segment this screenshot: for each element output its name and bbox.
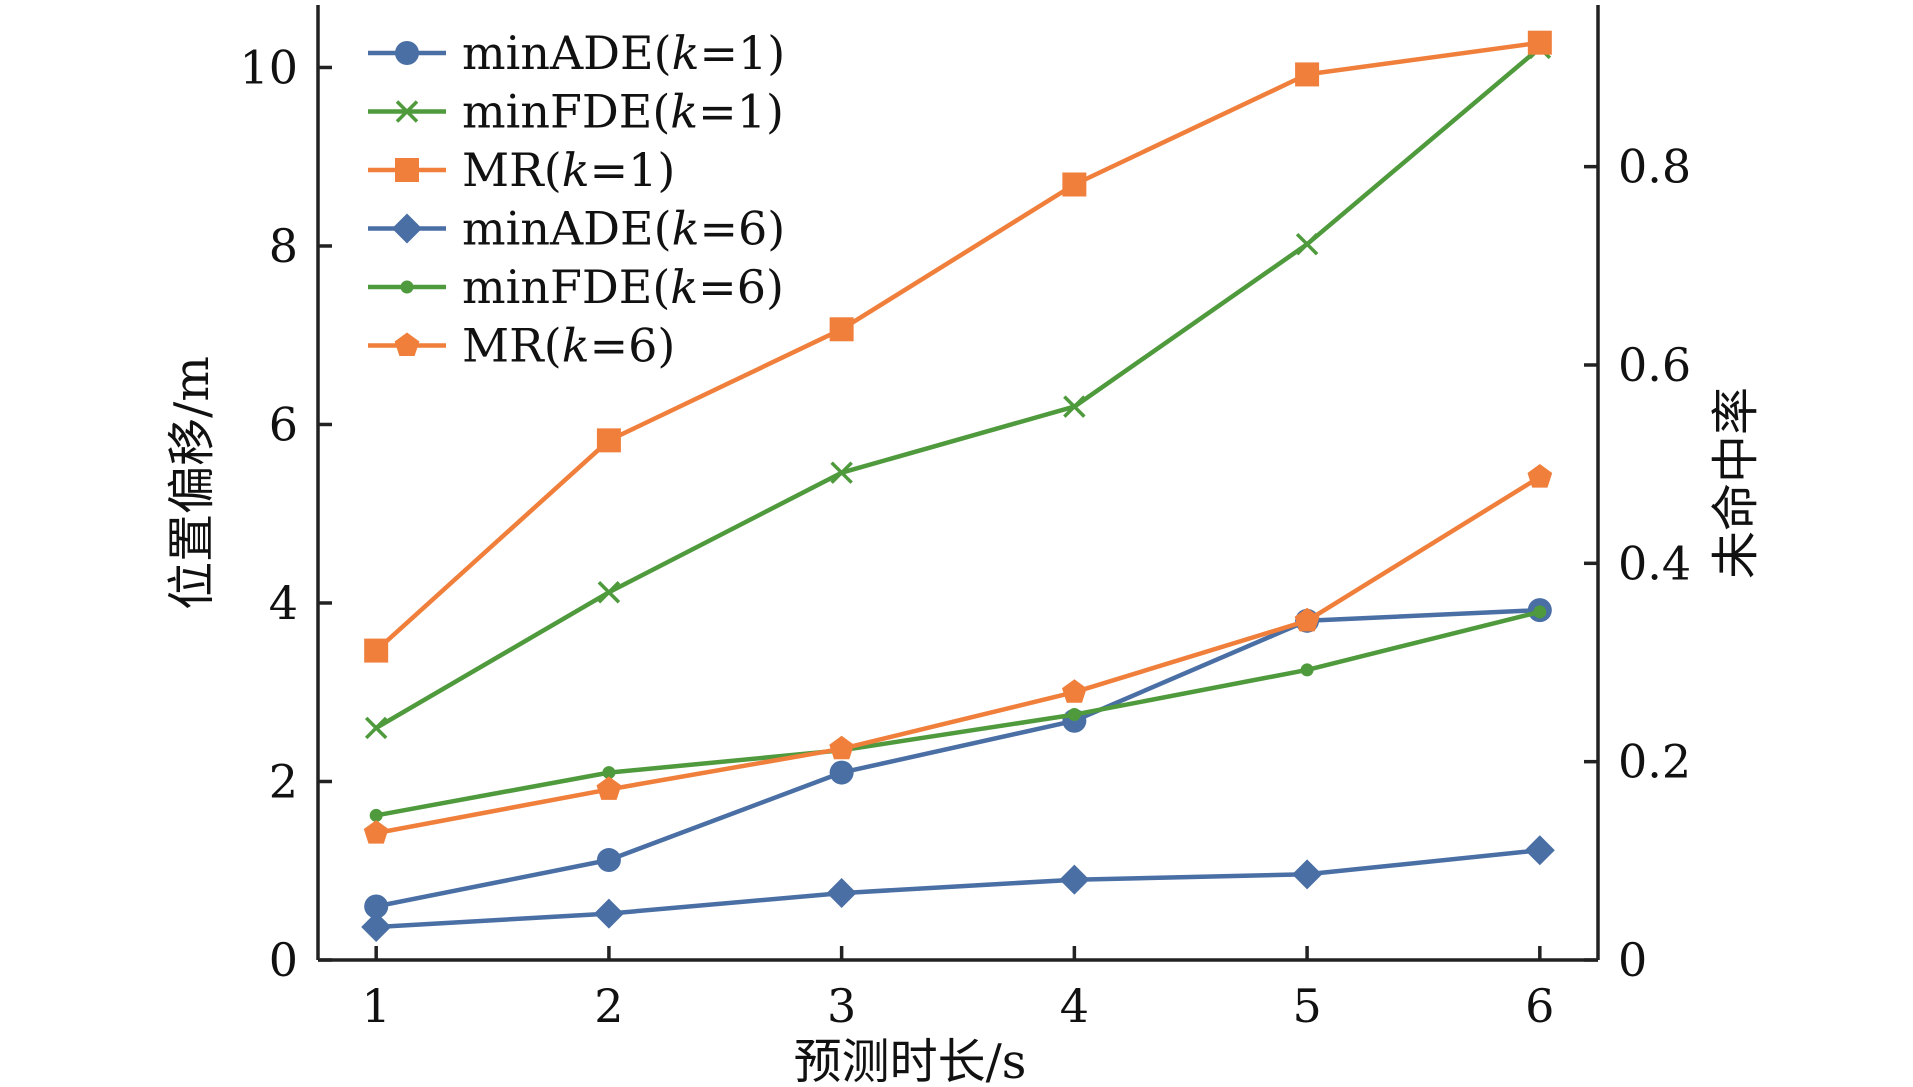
legend-label: MR(k=1): [462, 143, 675, 197]
series-line: [375, 609, 1541, 818]
data-point: [596, 848, 621, 873]
data-point: [596, 428, 621, 453]
data-point: [1059, 864, 1090, 895]
data-point: [1063, 395, 1086, 418]
y-left-tick-label: 4: [269, 576, 298, 630]
data-point: [1295, 62, 1320, 87]
legend-marker: [395, 158, 419, 182]
legend-item: MR(k=1): [368, 143, 675, 197]
data-point: [829, 317, 854, 342]
marker-stroke: [597, 581, 621, 604]
marker-stroke: [364, 716, 388, 740]
series-line: [375, 46, 1542, 730]
data-point: [826, 878, 857, 909]
y-right-tick-label: 0.8: [1618, 140, 1691, 194]
y-left-tick-label: 8: [269, 219, 298, 273]
marker-stroke: [830, 461, 853, 484]
data-point: [364, 894, 389, 919]
legend-marker: [394, 332, 420, 356]
series-3: [364, 30, 1552, 663]
data-point: [602, 766, 616, 780]
data-point: [1292, 859, 1323, 890]
data-point: [829, 735, 854, 760]
series-line: [375, 607, 1540, 909]
marker-stroke: [395, 100, 419, 123]
y-right-tick-label: 0.4: [1618, 536, 1691, 590]
y-right-tick-label: 0.2: [1618, 735, 1691, 789]
data-point: [596, 776, 622, 800]
legend-item: MR(k=6): [368, 319, 675, 373]
legend-label: minFDE(k=6): [462, 260, 784, 314]
y-left-tick-label: 0: [269, 933, 298, 987]
axes-group: 1 2 3 4 5 6 0 2 4 6 8 10 0 0.2 0.4 0.6 0.8: [239, 5, 1691, 1033]
data-point: [364, 638, 389, 663]
x-tick-label: 2: [594, 979, 623, 1033]
legend-item: minADE(k=1): [368, 26, 785, 80]
x-tick-label: 5: [1292, 979, 1321, 1033]
legend-label: minADE(k=6): [462, 202, 785, 256]
x-tick-label: 3: [827, 979, 856, 1033]
data-point: [829, 760, 854, 785]
series-1: [364, 598, 1552, 919]
y-right-tick-label: 0: [1618, 933, 1647, 987]
marker-stroke: [1295, 232, 1319, 256]
data-point: [593, 898, 624, 929]
y-left-tick-label: 10: [239, 40, 298, 94]
x-axis-title: 预测时长/s: [794, 1034, 1027, 1087]
data-point: [1524, 835, 1555, 866]
legend-label: MR(k=6): [462, 319, 675, 373]
data-point: [364, 716, 388, 740]
data-point: [1527, 30, 1552, 55]
y-left-tick-label: 6: [269, 397, 298, 451]
data-point: [1527, 464, 1553, 488]
data-point: [363, 820, 389, 844]
x-tick-label: 6: [1525, 979, 1554, 1033]
data-point: [369, 808, 383, 822]
y-axis-left-title: 位置偏移/m: [164, 356, 220, 610]
data-point: [1300, 663, 1314, 677]
data-point: [1295, 232, 1319, 256]
legend-label: minADE(k=1): [462, 26, 785, 80]
legend-marker: [392, 213, 422, 244]
data-point: [1533, 605, 1547, 619]
series-6: [363, 464, 1553, 844]
series-4: [361, 835, 1555, 942]
series-line: [375, 475, 1541, 836]
y-right-tick-label: 0.6: [1618, 338, 1691, 392]
series-group: [361, 30, 1555, 942]
legend: minADE(k=1)minFDE(k=1)MR(k=1)minADE(k=6)…: [368, 26, 785, 373]
y-axis-right-title: 未命中率: [1708, 387, 1764, 579]
legend-item: minADE(k=6): [368, 202, 785, 256]
data-point: [597, 581, 621, 604]
x-tick-label: 1: [362, 979, 391, 1033]
data-point: [1067, 708, 1081, 722]
series-line: [376, 847, 1541, 930]
data-point: [830, 461, 853, 484]
data-point: [1294, 607, 1320, 632]
x-tick-label: 4: [1060, 979, 1089, 1033]
legend-marker: [400, 280, 414, 294]
legend-item: minFDE(k=6): [368, 260, 784, 314]
legend-label: minFDE(k=1): [462, 85, 784, 139]
legend-item: minFDE(k=1): [368, 85, 784, 139]
data-point: [1062, 172, 1087, 197]
marker-stroke: [1063, 395, 1086, 418]
legend-marker: [395, 100, 419, 123]
series-line: [374, 40, 1541, 653]
y-left-tick-label: 2: [269, 754, 298, 808]
series-5: [369, 605, 1547, 822]
data-point: [1062, 679, 1087, 703]
legend-marker: [395, 41, 419, 65]
data-point: [361, 911, 392, 942]
